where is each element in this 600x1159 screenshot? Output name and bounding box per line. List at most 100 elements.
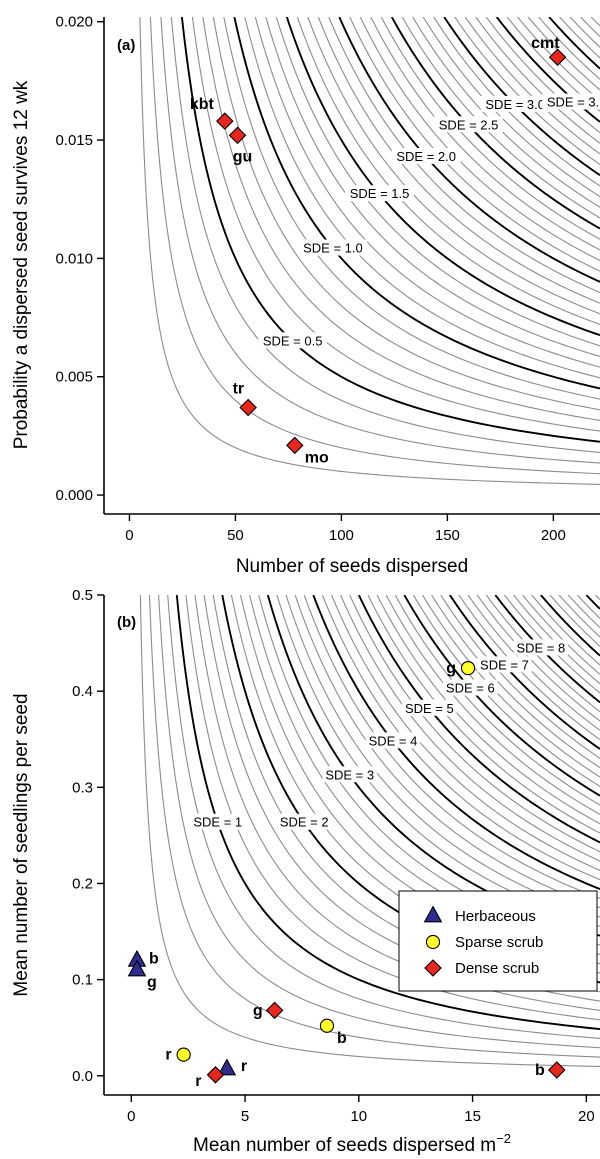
panel-a-points: kbt gu cmt tr mo bbox=[190, 35, 567, 466]
data-point-triangle bbox=[127, 959, 147, 977]
isoline-minor bbox=[328, 17, 600, 294]
legend: Herbaceous Sparse scrub Dense scrub bbox=[398, 890, 598, 992]
data-point-diamond bbox=[265, 1001, 284, 1020]
panel-a-xlabel: Number of seeds dispersed bbox=[236, 556, 468, 577]
contour-label: SDE = 1 bbox=[193, 815, 242, 830]
isoline-minor bbox=[440, 595, 600, 759]
panel-b-xlabel-main: Mean number of seeds dispersed m bbox=[193, 1135, 496, 1156]
contour-label-bg bbox=[298, 239, 368, 256]
contour-label: SDE = 4 bbox=[369, 733, 418, 748]
isoline-minor bbox=[317, 17, 600, 304]
isoline-minor bbox=[422, 595, 600, 778]
contour-label-bg bbox=[402, 699, 457, 716]
isoline-minor bbox=[522, 595, 600, 675]
panel-a-ticks: 0 50 100 150 200 0.000 0.005 0.010 0.015 0.020 bbox=[55, 14, 565, 544]
contour-label-bg bbox=[477, 656, 532, 673]
isoline-minor bbox=[294, 595, 600, 909]
data-point-diamond bbox=[547, 1061, 566, 1079]
legend-entry-label: Sparse scrub bbox=[455, 934, 543, 951]
contour-label: SDE = 0.5 bbox=[263, 333, 323, 348]
legend-entry-label: Herbaceous bbox=[455, 908, 536, 925]
isoline-minor bbox=[464, 17, 600, 155]
legend-marker-triangle bbox=[423, 905, 443, 923]
contour-label: SDE = 3.0 bbox=[485, 97, 545, 112]
panel-b-xlabel-superscript: −2 bbox=[496, 1131, 511, 1146]
isoline-minor bbox=[538, 17, 600, 80]
contour-label-bg bbox=[365, 732, 421, 749]
isoline-minor bbox=[296, 17, 600, 326]
isoline-minor bbox=[254, 17, 600, 368]
contour-label: SDE = 3.5 bbox=[547, 94, 600, 109]
data-point-label: r bbox=[241, 1058, 247, 1075]
isoline-minor bbox=[569, 17, 600, 48]
isoline-minor bbox=[549, 595, 600, 647]
contour-label: SDE = 1.0 bbox=[303, 241, 363, 256]
data-point-triangle bbox=[217, 1058, 237, 1076]
isoline-minor bbox=[349, 17, 600, 272]
x-tick-label: 10 bbox=[350, 1108, 367, 1125]
y-tick-label: 0.3 bbox=[72, 779, 93, 796]
legend-entries: Herbaceous Sparse scrub Dense scrub bbox=[423, 905, 543, 977]
x-tick-label: 200 bbox=[541, 527, 566, 544]
panel-a-contour-labels: SDE = 0.5 SDE = 1.0 SDE = 1.5 SDE = 2.0 SDE … bbox=[258, 93, 600, 349]
data-point-label: b bbox=[337, 1030, 347, 1047]
contour-label-bg bbox=[345, 185, 414, 202]
isoline-minor bbox=[385, 595, 600, 815]
isoline-major bbox=[548, 17, 600, 70]
isoline-minor bbox=[349, 595, 600, 853]
data-point-diamond bbox=[285, 436, 304, 455]
isoline-major bbox=[357, 595, 600, 844]
isoline-minor bbox=[394, 595, 600, 806]
legend-marker-diamond bbox=[424, 959, 442, 977]
isoline-minor bbox=[139, 17, 600, 485]
isoline-major bbox=[449, 595, 600, 750]
data-point-diamond bbox=[228, 126, 247, 145]
isoline-minor bbox=[148, 595, 600, 1058]
contour-label-bg bbox=[322, 766, 377, 783]
data-point-diamond bbox=[206, 1066, 225, 1084]
contour-label: SDE = 6 bbox=[446, 681, 495, 696]
contour-label: SDE = 7 bbox=[480, 657, 529, 672]
x-tick-label: 50 bbox=[227, 527, 244, 544]
isoline-minor bbox=[580, 17, 600, 38]
contour-label-bg bbox=[480, 95, 550, 112]
contour-label-bg bbox=[391, 147, 461, 164]
isoline-minor bbox=[321, 595, 600, 881]
panel-a-tag: (a) bbox=[117, 37, 135, 54]
contour-label: SDE = 2.5 bbox=[439, 117, 499, 132]
contour-label: SDE = 8 bbox=[516, 640, 565, 655]
isoline-major bbox=[338, 17, 600, 283]
panel-a-ylabel: Probability a dispersed seed survives 12… bbox=[11, 80, 32, 449]
isoline-major bbox=[233, 17, 600, 390]
panel-a-isolines bbox=[139, 17, 600, 485]
isoline-minor bbox=[223, 17, 600, 400]
x-tick-label: 15 bbox=[464, 1108, 481, 1125]
isoline-minor bbox=[380, 17, 600, 240]
isoline-minor bbox=[412, 595, 600, 787]
data-point-label: gu bbox=[233, 148, 253, 165]
data-point-label: g bbox=[446, 660, 456, 677]
isoline-minor bbox=[595, 595, 600, 601]
isoline-minor bbox=[158, 595, 600, 1049]
isoline-minor bbox=[331, 595, 600, 871]
contour-label: SDE = 5 bbox=[405, 701, 454, 716]
data-point-label: tr bbox=[233, 381, 245, 398]
isoline-minor bbox=[212, 17, 600, 411]
data-point-circle bbox=[460, 660, 476, 676]
isoline-minor bbox=[475, 17, 600, 144]
isoline-minor bbox=[244, 17, 600, 379]
isoline-minor bbox=[531, 595, 600, 666]
panel-b-axes bbox=[103, 595, 600, 1096]
contour-label: SDE = 3 bbox=[325, 767, 374, 782]
y-tick-label: 0.5 bbox=[72, 587, 93, 604]
isoline-minor bbox=[340, 595, 600, 862]
isoline-minor bbox=[476, 595, 600, 722]
isoline-major bbox=[403, 595, 600, 797]
isoline-minor bbox=[376, 595, 600, 825]
isoline-major bbox=[175, 595, 600, 1031]
data-point-diamond bbox=[239, 398, 257, 417]
data-point-label: r bbox=[195, 1073, 201, 1090]
isoline-minor bbox=[139, 595, 600, 1067]
contour-label-bg bbox=[190, 813, 245, 830]
